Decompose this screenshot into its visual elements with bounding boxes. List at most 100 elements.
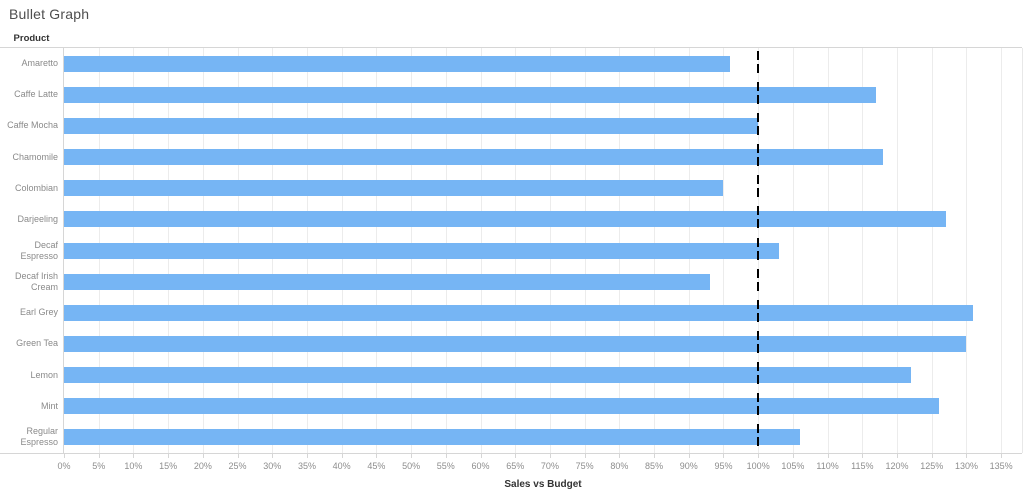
budget-reference-line	[757, 50, 760, 77]
tick-mark	[688, 454, 690, 458]
tick-label: 85%	[645, 461, 664, 471]
tick-label: 45%	[367, 461, 386, 471]
category-label[interactable]: Lemon	[30, 369, 58, 380]
tick-label: 10%	[124, 461, 143, 471]
sales-bar[interactable]	[64, 180, 724, 197]
tick-label: 20%	[193, 461, 212, 471]
category-label[interactable]: Earl Grey	[19, 307, 58, 318]
bar-row	[64, 141, 1022, 172]
category-label[interactable]: Amaretto	[21, 58, 58, 69]
budget-reference-line	[757, 393, 760, 420]
bar-row	[64, 297, 1022, 328]
bar-row	[64, 79, 1022, 110]
tick-mark	[515, 454, 517, 458]
tick-label: 15%	[159, 461, 178, 471]
tick-mark	[272, 454, 274, 458]
tick-mark	[619, 454, 621, 458]
sales-bar[interactable]	[64, 398, 939, 415]
category-label[interactable]: Decaf Irish Cream	[14, 270, 58, 292]
category-labels-column: Amaretto Caffe Latte Caffe Mocha Chamomile C…	[0, 48, 58, 453]
tick-label: 65%	[506, 461, 525, 471]
sales-bar[interactable]	[64, 367, 911, 384]
bar-row	[64, 48, 1022, 79]
tick-mark	[1001, 454, 1003, 458]
sales-bar[interactable]	[64, 304, 974, 321]
tick-label: 130%	[954, 461, 978, 471]
tick-mark	[98, 454, 100, 458]
budget-reference-line	[757, 237, 760, 264]
chart-title: Bullet Graph	[9, 6, 90, 22]
bar-row	[64, 173, 1022, 204]
bar-rows	[64, 48, 1022, 453]
category-label[interactable]: Darjeeling	[17, 213, 58, 224]
tick-label: 105%	[781, 461, 805, 471]
budget-reference-line	[757, 330, 760, 357]
category-label[interactable]: Caffe Latte	[14, 89, 58, 100]
tick-mark	[168, 454, 170, 458]
tick-mark	[202, 454, 204, 458]
bar-row	[64, 391, 1022, 422]
row-field-header[interactable]: Product	[13, 33, 50, 44]
tick-label: 100%	[746, 461, 770, 471]
tick-label: 125%	[920, 461, 944, 471]
category-label[interactable]: Chamomile	[12, 151, 58, 162]
category-label[interactable]: Mint	[40, 400, 58, 411]
x-axis-ticks: 0% 5% 10% 15% 20% 25% 30% 35% 40% 45% 50% 55% 60% 65%…	[57, 454, 1022, 474]
bar-row	[64, 422, 1022, 453]
sales-bar[interactable]	[64, 86, 877, 103]
header-divider-line	[0, 47, 1022, 48]
tick-label: 95%	[714, 461, 733, 471]
sales-bar[interactable]	[64, 149, 884, 166]
budget-reference-line	[757, 299, 760, 326]
bar-row	[64, 110, 1022, 141]
category-label[interactable]: Regular Espresso	[20, 426, 58, 448]
sales-bar[interactable]	[64, 273, 710, 290]
tick-mark	[411, 454, 413, 458]
budget-reference-line	[757, 144, 760, 171]
sales-bar[interactable]	[64, 242, 780, 259]
bar-row	[64, 360, 1022, 391]
sales-bar[interactable]	[64, 429, 800, 446]
tick-label: 70%	[540, 461, 559, 471]
tick-mark	[931, 454, 933, 458]
tick-label: 110%	[816, 461, 839, 471]
tick-mark	[549, 454, 551, 458]
bar-row	[64, 266, 1022, 297]
tick-mark	[133, 454, 135, 458]
category-label[interactable]: Caffe Mocha	[7, 120, 58, 131]
tick-label: 55%	[436, 461, 455, 471]
tick-label: 35%	[297, 461, 316, 471]
gridline-105	[792, 48, 794, 453]
tick-label: 60%	[471, 461, 490, 471]
sales-bar[interactable]	[64, 117, 759, 134]
budget-reference-line	[757, 362, 760, 389]
category-label[interactable]: Green Tea	[16, 338, 58, 349]
tick-label: 50%	[402, 461, 421, 471]
gridline-130	[966, 48, 968, 453]
budget-reference-line	[757, 175, 760, 202]
category-label[interactable]: Colombian	[14, 182, 58, 193]
x-axis-line	[0, 453, 1022, 454]
budget-reference-line	[757, 424, 760, 451]
sales-bar[interactable]	[64, 211, 946, 228]
bar-row	[64, 328, 1022, 359]
tick-mark	[584, 454, 586, 458]
gridline-125	[931, 48, 933, 453]
sales-bar[interactable]	[64, 55, 731, 72]
tick-mark	[966, 454, 968, 458]
gridline-135	[1001, 48, 1003, 453]
tick-label: 115%	[851, 461, 874, 471]
category-label[interactable]: Decaf Espresso	[20, 239, 58, 261]
tick-mark	[654, 454, 656, 458]
tick-mark	[237, 454, 239, 458]
gridline-120	[897, 48, 899, 453]
bar-row	[64, 235, 1022, 266]
tick-mark	[862, 454, 864, 458]
budget-reference-line	[757, 81, 760, 108]
budget-reference-line	[757, 112, 760, 139]
tick-mark	[827, 454, 829, 458]
tick-mark	[64, 454, 65, 458]
tick-label: 120%	[885, 461, 909, 471]
sales-bar[interactable]	[64, 335, 967, 352]
